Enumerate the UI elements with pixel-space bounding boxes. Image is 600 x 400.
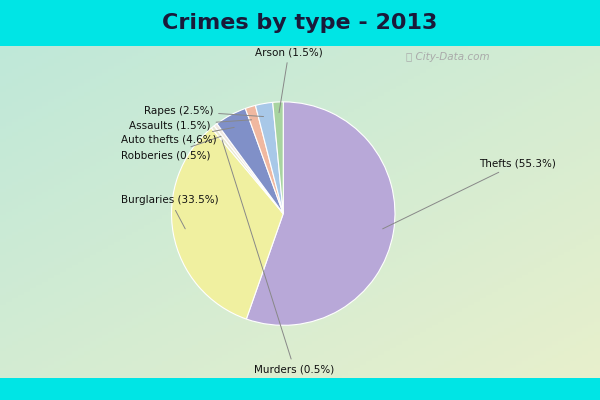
- Text: Burglaries (33.5%): Burglaries (33.5%): [121, 195, 219, 229]
- Text: Crimes by type - 2013: Crimes by type - 2013: [163, 13, 437, 33]
- Text: Robberies (0.5%): Robberies (0.5%): [121, 136, 221, 160]
- Text: Murders (0.5%): Murders (0.5%): [222, 140, 335, 374]
- Wedge shape: [256, 102, 283, 214]
- Text: Rapes (2.5%): Rapes (2.5%): [143, 106, 263, 116]
- Wedge shape: [245, 105, 283, 214]
- Wedge shape: [211, 126, 283, 214]
- Wedge shape: [273, 102, 283, 214]
- Wedge shape: [172, 128, 283, 319]
- Wedge shape: [247, 102, 395, 325]
- Wedge shape: [214, 124, 283, 214]
- Text: Auto thefts (4.6%): Auto thefts (4.6%): [121, 127, 234, 145]
- Text: Assaults (1.5%): Assaults (1.5%): [129, 120, 251, 130]
- Text: Thefts (55.3%): Thefts (55.3%): [383, 158, 556, 229]
- Wedge shape: [217, 108, 283, 214]
- Text: ⓘ City-Data.com: ⓘ City-Data.com: [406, 52, 490, 62]
- Text: Arson (1.5%): Arson (1.5%): [255, 47, 323, 113]
